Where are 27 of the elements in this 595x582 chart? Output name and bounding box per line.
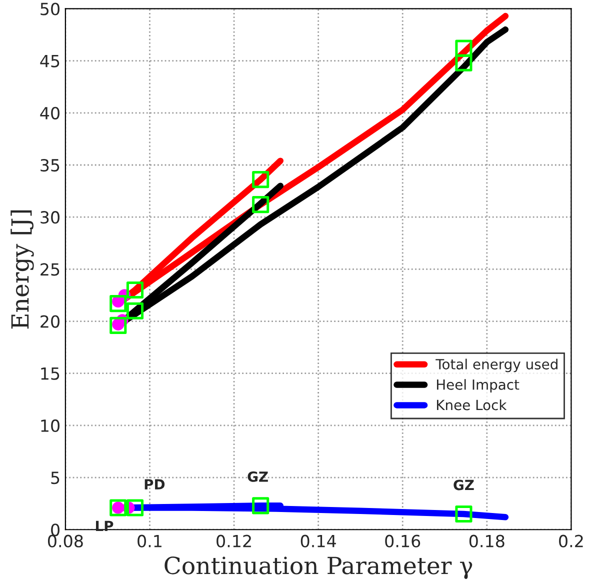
y-tick-label: 0	[51, 524, 60, 536]
y-axis-title: Energy [J]	[10, 210, 34, 329]
annotation: LP	[96, 520, 114, 532]
y-tick-label: 50	[40, 2, 60, 16]
y-tick-label: 5	[51, 472, 60, 484]
legend-label: Knee Lock	[437, 400, 507, 410]
y-tick-label: 20	[40, 315, 60, 328]
legend-label: Heel Impact	[437, 379, 520, 393]
annotation: GZ	[248, 471, 268, 482]
x-tick-label: 0.12	[216, 534, 251, 548]
x-tick-label: 0.1	[138, 534, 162, 548]
x-axis-title: Continuation Parameter γ	[164, 556, 472, 579]
y-tick-label: 45	[40, 55, 60, 68]
annotation: PD	[144, 479, 165, 490]
y-tick-label: 25	[40, 263, 60, 276]
x-tick-label: 0.08	[48, 534, 83, 548]
annotation: GZ	[454, 480, 474, 490]
x-tick-label: 0.16	[385, 534, 420, 548]
y-tick-label: 40	[40, 106, 60, 120]
x-tick-label: 0.2	[559, 534, 583, 548]
y-tick-label: 15	[41, 368, 60, 380]
legend-label: Total energy used	[436, 358, 558, 372]
y-tick-label: 30	[40, 211, 60, 224]
y-tick-label: 10	[41, 419, 60, 432]
x-tick-label: 0.14	[300, 534, 336, 548]
x-tick-label: 0.18	[469, 534, 504, 548]
y-tick-label: 35	[40, 158, 60, 172]
